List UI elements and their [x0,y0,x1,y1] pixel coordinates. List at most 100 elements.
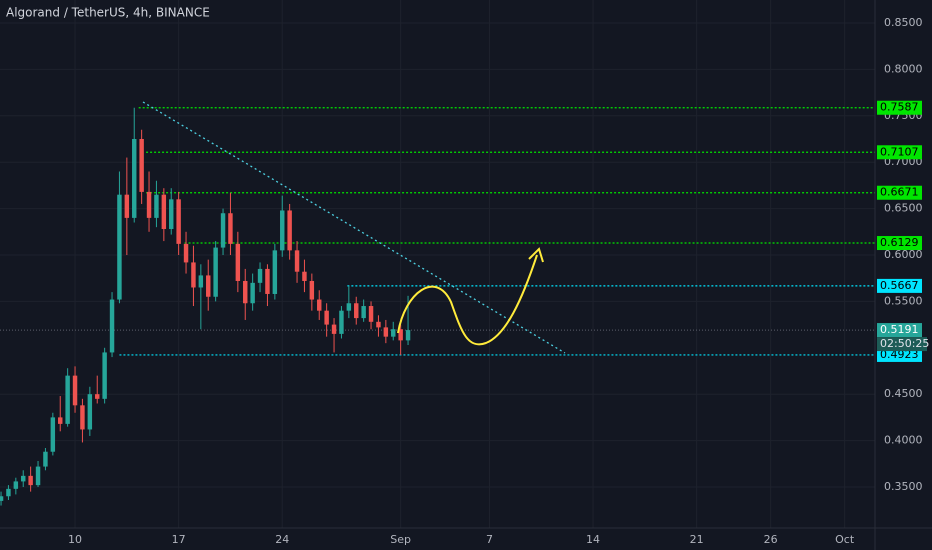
candle-body [206,275,211,297]
candle-body [109,299,115,353]
candle-body [72,375,78,406]
y-tick-label: 0.5500 [884,294,923,307]
x-tick-label: 24 [275,533,289,546]
candle-body [146,191,152,218]
candles [0,107,411,506]
chart-title: Algorand / TetherUS, 4h, BINANCE [6,6,210,20]
candle-body [154,194,159,218]
candle-body [235,243,241,281]
candle-body [161,194,167,230]
candle-body [250,282,255,304]
candle-body [257,268,263,283]
candle-body [169,199,174,230]
price-label: 0.6671 [880,186,919,199]
candle-body [309,280,315,300]
candle-body [398,329,403,341]
candle-body [361,306,366,319]
price-label-box [877,236,922,251]
candle-body [65,375,70,424]
price-label: 0.4923 [880,348,919,361]
candle-body [80,405,85,430]
y-tick-label: 0.4500 [884,387,923,400]
candle-body [87,394,93,430]
x-tick-label: 14 [586,533,600,546]
candle-body [139,139,144,192]
candle-body [124,194,130,218]
price-label: 0.7107 [880,145,919,158]
candle-body [272,250,278,294]
projection-arrow [397,254,538,346]
candle-body [183,243,189,263]
candle-body [28,475,33,486]
candle-body [317,299,322,311]
countdown: 02:50:25 [880,337,929,350]
candle-body [220,213,226,248]
price-label-box [877,185,922,200]
x-tick-label: Sep [390,533,411,546]
candle-body [6,488,11,497]
candle-body [95,394,100,399]
trendline [142,101,566,354]
candle-body [339,310,344,334]
candle-body [302,271,307,281]
price-label: 0.5191 [880,323,919,336]
x-tick-label: 17 [172,533,186,546]
candle-body [243,280,248,304]
candle-body [13,481,19,489]
candle-body [213,247,218,297]
grid [0,0,875,528]
price-label-box [877,278,922,293]
x-tick-label: 26 [764,533,778,546]
candle-body [0,496,4,501]
candle-body [383,327,389,337]
x-tick-label: 7 [486,533,493,546]
candle-body [391,329,396,337]
countdown-box [877,337,927,352]
candle-body [35,466,41,486]
candle-body [405,330,411,341]
candle-body [50,417,56,452]
candle-body [280,210,285,251]
price-label-box [877,100,922,115]
candle-body [265,268,270,294]
price-label: 0.7587 [880,101,919,114]
candle-body [324,310,329,325]
price-label: 0.5667 [880,279,919,292]
price-label-box [877,347,922,362]
candle-body [117,194,122,300]
y-tick-label: 0.8500 [884,16,923,29]
x-tick-label: 10 [68,533,82,546]
candle-body [191,262,196,288]
y-tick-label: 0.4000 [884,434,923,447]
candle-body [43,451,48,467]
axes: 0.35000.40000.45000.55000.60000.65000.70… [68,16,929,546]
price-label-box [877,145,922,160]
x-tick-label: Oct [835,533,855,546]
y-tick-label: 0.3500 [884,480,923,493]
candle-body [368,306,374,322]
candle-body [376,321,381,328]
y-tick-label: 0.6000 [884,248,923,261]
candle-body [58,417,63,424]
candle-body [294,250,300,272]
candle-body [132,139,137,218]
candle-body [346,303,352,311]
candle-body [354,303,359,319]
candle-body [176,199,181,244]
candle-body [102,352,107,399]
candle-body [228,213,233,244]
candle-body [331,324,337,334]
price-label-box [877,323,922,338]
y-tick-label: 0.8000 [884,62,923,75]
candle-body [287,210,292,251]
arrow-head [528,247,544,263]
y-tick-label: 0.6500 [884,202,923,215]
x-tick-label: 21 [690,533,704,546]
price-label: 0.6129 [880,236,919,249]
candle-body [21,475,26,482]
levels [0,107,875,356]
candle-body [198,275,204,288]
